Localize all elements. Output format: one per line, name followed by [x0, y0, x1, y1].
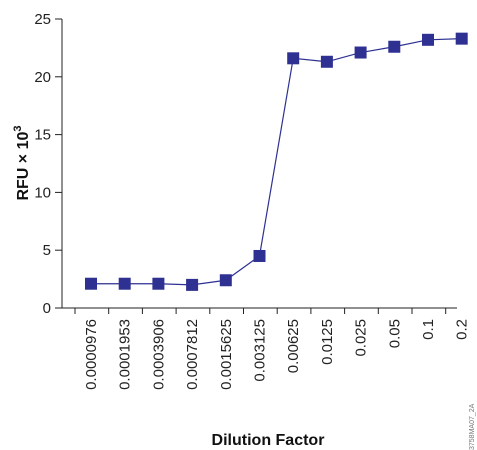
y-tick-label: 10 [34, 184, 51, 201]
data-point-marker [354, 46, 367, 59]
y-tick-label: 0 [43, 300, 51, 317]
data-point-marker [118, 277, 131, 290]
series-line [91, 38, 462, 286]
x-tick-label: 0.1 [420, 319, 437, 340]
y-ticks: 0 5 10 15 20 25 [34, 11, 62, 317]
data-point-marker [320, 55, 333, 68]
x-ticks: 0.0000976 0.0001953 0.0003906 0.0007812 0.00… [74, 308, 471, 390]
data-point-marker [287, 52, 300, 65]
x-axis: 0.0000976 0.0001953 0.0003906 0.0007812 0.00… [62, 307, 471, 390]
x-tick-label: 0.0000976 [83, 319, 100, 390]
series [85, 32, 468, 291]
data-point-marker [253, 249, 266, 262]
data-point-marker [152, 277, 165, 290]
x-tick-label: 0.003125 [252, 319, 269, 382]
data-point-marker [388, 40, 401, 53]
x-tick-label: 0.0003906 [150, 319, 167, 390]
x-tick-label: 0.025 [353, 319, 370, 357]
data-point-marker [219, 274, 232, 287]
y-axis: 0 5 10 15 20 25 [34, 11, 63, 317]
data-point-marker [186, 278, 199, 291]
data-point-marker [422, 33, 434, 46]
y-axis-title-superscript: 3 [12, 125, 24, 131]
x-tick-label: 0.2 [454, 319, 471, 340]
y-tick-label: 20 [34, 69, 51, 86]
y-axis-title: RFU × 103 [12, 125, 32, 200]
x-tick-label: 0.0015625 [218, 319, 235, 390]
x-axis-title: Dilution Factor [212, 432, 325, 449]
figure-code: 3758MA07_2A [469, 403, 476, 450]
x-tick-label: 0.05 [386, 319, 403, 348]
data-point-marker [455, 32, 468, 45]
y-tick-label: 25 [34, 11, 51, 28]
y-tick-label: 15 [34, 127, 51, 144]
x-tick-label: 0.00625 [285, 319, 302, 373]
y-tick-label: 5 [43, 242, 51, 259]
data-point-marker [85, 277, 97, 290]
x-tick-label: 0.0001953 [117, 319, 134, 390]
x-tick-label: 0.0007812 [184, 319, 201, 390]
x-tick-label: 0.0125 [319, 319, 336, 365]
